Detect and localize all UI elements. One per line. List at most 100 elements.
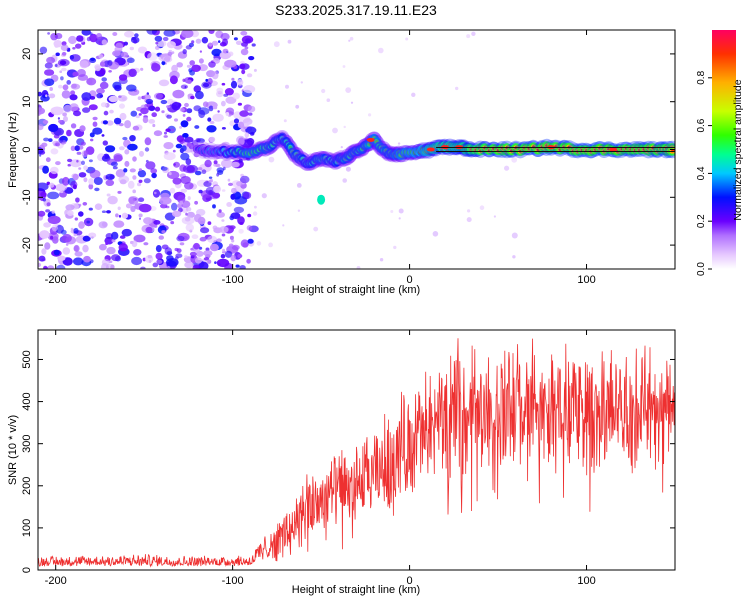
noise-speck xyxy=(300,81,303,84)
noise-speck xyxy=(256,241,262,246)
noise-blob xyxy=(105,179,115,186)
noise-blob xyxy=(82,202,88,206)
noise-blob xyxy=(52,236,59,244)
noise-blob xyxy=(158,53,171,62)
noise-speck xyxy=(348,39,351,42)
noise-blob xyxy=(132,175,137,180)
noise-blob xyxy=(243,85,256,94)
noise-blob xyxy=(205,78,209,82)
noise-blob xyxy=(88,207,93,211)
noise-speck xyxy=(350,101,354,104)
noise-blob xyxy=(158,235,164,240)
noise-blob xyxy=(241,69,246,75)
noise-blob xyxy=(219,42,227,47)
noise-blob xyxy=(129,135,136,142)
noise-blob xyxy=(138,203,152,213)
noise-blob xyxy=(195,250,204,257)
noise-blob xyxy=(232,92,240,100)
noise-blob xyxy=(147,52,158,61)
noise-blob xyxy=(154,35,163,42)
noise-blob xyxy=(195,38,202,44)
noise-blob xyxy=(216,211,225,218)
noise-blob xyxy=(39,46,48,54)
noise-speck xyxy=(282,224,285,227)
noise-blob xyxy=(38,255,46,262)
noise-blob xyxy=(151,112,157,118)
noise-blob xyxy=(156,40,167,47)
noise-speck xyxy=(252,211,258,216)
noise-blob xyxy=(78,145,84,150)
noise-blob xyxy=(143,217,153,225)
noise-blob xyxy=(135,115,140,119)
noise-blob xyxy=(239,63,246,70)
noise-speck xyxy=(342,178,348,183)
noise-blob xyxy=(117,190,122,194)
noise-blob xyxy=(216,258,230,268)
noise-speck xyxy=(295,104,300,109)
noise-blob xyxy=(226,202,232,207)
noise-blob xyxy=(128,68,137,78)
noise-blob xyxy=(131,256,143,266)
noise-blob xyxy=(62,112,67,117)
noise-blob xyxy=(182,49,187,55)
noise-blob xyxy=(200,227,210,234)
snr-panel: -200 -100 0 100 0 100 200 300 400 500 Height of … xyxy=(7,329,676,596)
noise-blob xyxy=(152,189,161,198)
spectrogram-y-tick-label: 20 xyxy=(21,48,33,60)
noise-blob xyxy=(92,116,98,121)
noise-blob xyxy=(184,182,194,190)
noise-blob xyxy=(89,33,98,43)
noise-blob xyxy=(73,227,79,234)
noise-speck xyxy=(297,209,301,212)
noise-blob xyxy=(168,49,173,53)
noise-blob xyxy=(172,89,185,99)
noise-blob xyxy=(69,94,78,101)
noise-blob xyxy=(143,94,151,101)
noise-blob xyxy=(184,261,194,269)
noise-blob xyxy=(50,235,54,240)
noise-blob xyxy=(161,60,166,66)
noise-blob xyxy=(199,246,203,250)
noise-blob xyxy=(38,91,43,97)
noise-blob xyxy=(48,138,53,143)
noise-blob xyxy=(74,251,83,257)
noise-blob xyxy=(74,217,79,221)
noise-speck xyxy=(479,205,485,210)
noise-blob xyxy=(51,224,58,232)
noise-blob xyxy=(239,175,250,184)
noise-blob xyxy=(75,43,82,49)
noise-blob xyxy=(105,233,114,240)
noise-blob xyxy=(79,60,89,69)
noise-blob xyxy=(236,181,243,187)
noise-blob xyxy=(115,42,124,51)
noise-blob xyxy=(142,116,149,124)
noise-blob xyxy=(44,62,53,69)
noise-blob xyxy=(102,140,109,146)
noise-blob xyxy=(161,110,165,114)
noise-blob xyxy=(130,36,140,44)
noise-blob xyxy=(101,258,110,266)
noise-speck xyxy=(253,68,257,72)
noise-blob xyxy=(105,145,116,153)
noise-blob xyxy=(70,180,78,189)
noise-blob xyxy=(187,196,191,201)
noise-speck xyxy=(332,127,338,134)
noise-blob xyxy=(82,235,91,242)
noise-blob xyxy=(61,176,70,186)
spectrogram-trace xyxy=(190,130,675,205)
noise-blob xyxy=(49,182,55,188)
noise-blob xyxy=(62,84,69,91)
noise-blob xyxy=(201,169,207,174)
noise-blob xyxy=(70,90,76,96)
noise-blob xyxy=(208,105,214,112)
noise-blob xyxy=(61,233,72,243)
noise-blob xyxy=(185,223,194,232)
noise-blob xyxy=(154,92,163,100)
noise-blob xyxy=(225,112,230,116)
noise-blob xyxy=(133,249,142,256)
noise-blob xyxy=(109,174,115,180)
noise-blob xyxy=(188,42,194,48)
noise-blob xyxy=(166,105,171,109)
noise-blob xyxy=(155,259,163,264)
noise-blob xyxy=(240,31,248,36)
